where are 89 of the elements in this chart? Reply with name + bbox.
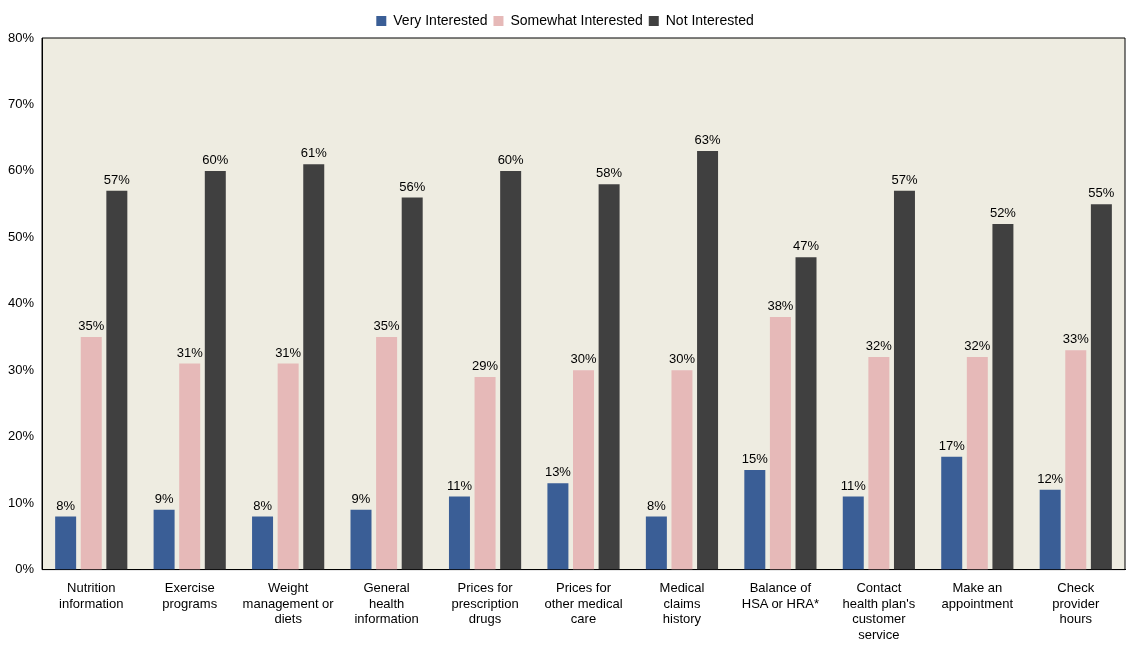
bar [769, 317, 791, 570]
bar [598, 184, 620, 570]
x-tick-label: Prices for prescription drugs [451, 579, 519, 627]
x-tick-label: Exercise programs [162, 579, 218, 611]
x-tick-label: Contact health plan's customer service [842, 579, 916, 642]
bar [966, 356, 988, 570]
data-label: 13% [544, 464, 572, 480]
data-label: 29% [472, 357, 499, 373]
bar [893, 190, 915, 570]
bar [842, 496, 864, 570]
bar [1039, 489, 1061, 570]
bar [376, 337, 398, 570]
bar [1065, 350, 1087, 570]
data-label: 17% [938, 437, 966, 453]
data-label: 31% [176, 344, 204, 360]
bar [153, 509, 175, 570]
legend-label: Very Interested [393, 11, 488, 28]
bar [179, 363, 201, 570]
legend-label: Not Interested [665, 11, 754, 28]
data-label: 32% [865, 338, 893, 354]
x-tick-label: General health information [354, 579, 419, 627]
bar [204, 170, 226, 570]
x-tick-label: Weight management or diets [242, 579, 335, 627]
bar [573, 370, 595, 570]
bar [868, 356, 890, 570]
bar [474, 376, 496, 570]
bar [645, 516, 667, 570]
bar [80, 337, 102, 570]
y-tick-label: 40% [7, 295, 35, 311]
data-label: 58% [596, 165, 623, 181]
y-tick-label: 50% [7, 228, 35, 244]
data-label: 60% [497, 151, 525, 167]
data-label: 33% [1062, 331, 1090, 347]
data-label: 57% [891, 171, 918, 187]
bar [547, 483, 569, 570]
y-tick-label: 0% [15, 561, 35, 577]
data-label: 35% [373, 318, 401, 334]
bar [252, 516, 274, 570]
y-tick-label: 80% [7, 29, 35, 45]
legend-label: Somewhat Interested [510, 11, 643, 28]
bar [55, 516, 77, 570]
y-tick-label: 70% [7, 96, 35, 112]
bar [671, 370, 693, 570]
data-label: 15% [741, 451, 769, 466]
data-label: 55% [1088, 185, 1115, 201]
data-label: 56% [399, 178, 426, 194]
data-label: 32% [964, 338, 991, 354]
data-label: 38% [767, 298, 794, 314]
data-label: 12% [1037, 470, 1064, 486]
data-label: 63% [694, 132, 721, 148]
y-tick-label: 20% [7, 428, 35, 444]
bar [277, 363, 299, 570]
data-label: 60% [202, 151, 229, 167]
x-tick-label: Medical claims history [659, 579, 705, 627]
data-label: 30% [570, 351, 597, 367]
data-label: 8% [56, 497, 76, 513]
data-label: 11% [446, 477, 473, 493]
x-tick-label: Nutrition information [59, 579, 124, 611]
bar [448, 496, 470, 570]
y-tick-label: 60% [7, 162, 35, 178]
x-tick-label: Prices for other medical care [544, 579, 623, 627]
x-tick-label: Balance of HSA or HRA* [741, 579, 820, 611]
bar [795, 257, 817, 570]
bar [1090, 204, 1112, 570]
bar [697, 150, 719, 570]
data-label: 47% [793, 238, 820, 254]
data-label: 61% [300, 145, 328, 161]
bar [992, 224, 1014, 570]
data-label: 9% [154, 490, 174, 506]
bar [350, 509, 372, 570]
data-label: 30% [668, 351, 696, 367]
data-label: 9% [351, 490, 371, 506]
y-tick-label: 10% [7, 494, 35, 510]
bar [941, 456, 963, 570]
bar [401, 197, 423, 570]
bar [303, 164, 325, 570]
bar [744, 469, 766, 570]
x-tick-label: Make an appointment [941, 579, 1014, 611]
data-label: 57% [103, 171, 131, 187]
data-label: 52% [989, 205, 1017, 221]
data-label: 35% [78, 318, 105, 334]
bar [106, 190, 128, 570]
data-label: 8% [253, 497, 273, 513]
bar [500, 170, 522, 570]
x-tick-label: Check provider hours [1052, 579, 1100, 627]
data-label: 8% [646, 497, 667, 513]
data-label: 31% [275, 344, 302, 360]
y-tick-label: 30% [7, 361, 35, 377]
data-label: 11% [840, 477, 867, 493]
